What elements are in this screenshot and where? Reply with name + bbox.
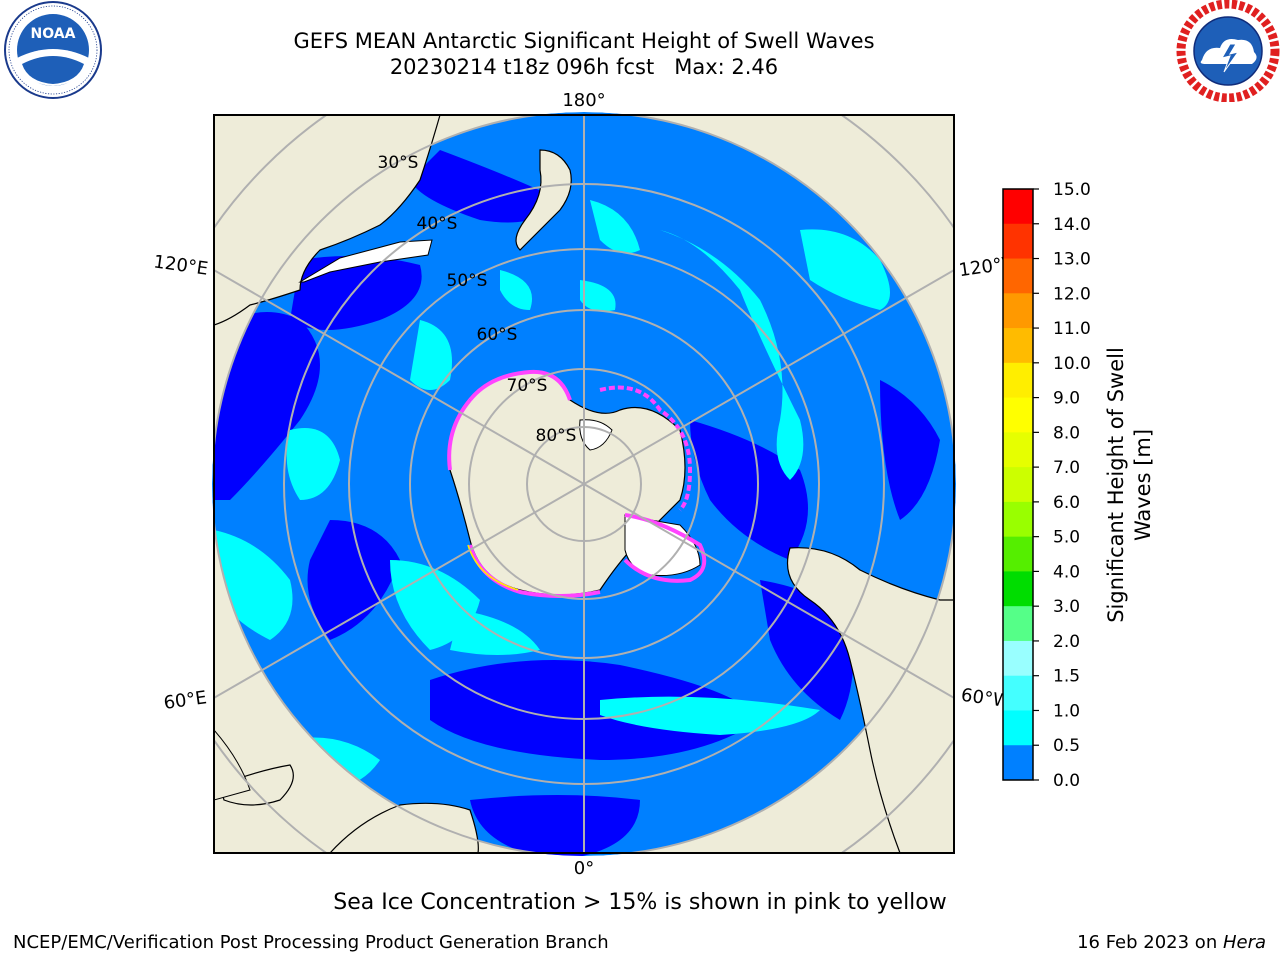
lat-label-40s: 40°S [417,214,458,234]
colorbar-swatch [1003,397,1033,433]
colorbar-tick-label: 1.0 [1053,701,1080,721]
sea-ice-note: Sea Ice Concentration > 15% is shown in … [333,890,947,915]
colorbar-tick-label: 15.0 [1053,180,1091,200]
lat-label-80s: 80°S [536,426,577,446]
lat-label-30s: 30°S [378,153,419,173]
footer-credit: NCEP/EMC/Verification Post Processing Pr… [13,932,609,953]
footer-host: Hera [1222,932,1266,953]
colorbar-swatch [1003,571,1033,607]
colorbar: 15.0 14.0 13.0 12.0 11.0 10.0 9.0 8.0 7.0 6.0 5.0 4… [1002,180,1091,791]
colorbar-swatch [1003,293,1033,329]
colorbar-swatch [1003,432,1033,468]
graticule [214,115,954,853]
colorbar-swatch [1003,362,1033,399]
colorbar-tick-label: 6.0 [1053,493,1080,513]
madagascar [219,764,294,806]
lon-label-120e: 120°E [152,251,209,279]
map-frame [213,114,955,854]
colorbar-tick-label: 11.0 [1053,319,1091,339]
lon-label-180: 180° [562,90,605,111]
colorbar-swatch [1003,223,1033,260]
colorbar-tick-label: 14.0 [1053,215,1091,235]
colorbar-tick-label: 13.0 [1053,250,1091,270]
colorbar-swatch [1003,258,1033,294]
colorbar-tick-label: 12.0 [1053,284,1091,304]
colorbar-tick-label: 8.0 [1053,423,1080,443]
colorbar-tick-label: 3.0 [1053,597,1080,617]
noaa-logo-text: NOAA [31,26,76,42]
lon-label-60e: 60°E [162,687,208,714]
australia-bight [298,239,433,283]
colorbar-swatch [1003,536,1033,572]
nws-logo [1176,0,1280,102]
colorbar-swatch [1003,501,1033,538]
lon-label-0: 0° [574,858,594,879]
colorbar-swatch [1003,675,1033,711]
colorbar-tick-label: 2.0 [1053,632,1080,652]
colorbar-title-line2: Waves [m] [1131,429,1155,541]
footer-date-text: 16 Feb 2023 on [1077,932,1223,953]
colorbar-swatch [1003,189,1033,225]
noaa-logo: NOAA [4,1,102,99]
lat-label-50s: 50°S [447,271,488,291]
colorbar-tick-label: 10.0 [1053,354,1091,374]
colorbar-swatch [1003,710,1033,746]
footer-date: 16 Feb 2023 on Hera [1077,932,1266,953]
colorbar-tick-label: 4.0 [1053,562,1080,582]
colorbar-swatch [1003,328,1033,364]
chart-title: GEFS MEAN Antarctic Significant Height o… [293,29,875,53]
colorbar-swatch [1003,640,1033,677]
colorbar-tick-label: 1.5 [1053,667,1080,687]
colorbar-tick-label: 7.0 [1053,458,1080,478]
colorbar-tick-label: 0.0 [1053,771,1080,791]
south-america [786,547,954,853]
colorbar-swatch [1003,606,1033,642]
lat-label-70s: 70°S [507,376,548,396]
colorbar-tick-label: 9.0 [1053,389,1080,409]
colorbar-frame [1002,188,1034,781]
colorbar-swatch [1003,467,1033,503]
australia [214,115,441,326]
lat-label-60s: 60°S [477,325,518,345]
new-zealand [515,149,572,251]
africa [329,802,479,853]
colorbar-swatch [1003,745,1033,781]
colorbar-tick-label: 5.0 [1053,528,1080,548]
colorbar-title-line1: Significant Height of Swell [1104,347,1128,623]
colorbar-tick-label: 0.5 [1053,736,1080,756]
chart-subtitle: 20230214 t18z 096h fcst Max: 2.46 [389,55,779,79]
